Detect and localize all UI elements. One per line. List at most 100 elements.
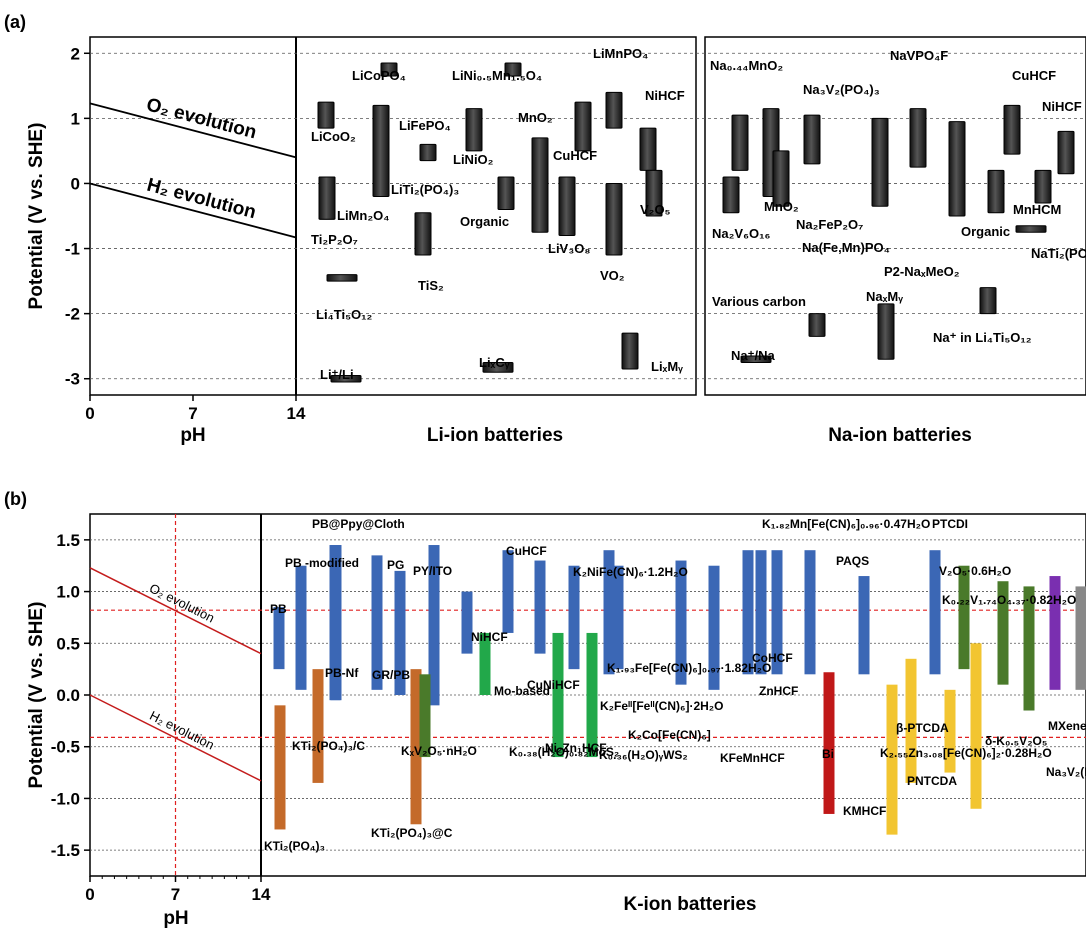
panel-a-y-axis-label: Potential (V vs. SHE) <box>26 123 47 310</box>
label-linio: LiNiO₂ <box>453 152 494 167</box>
bar-kmhcf <box>859 576 870 674</box>
label-k-zn-fe-cn-0-28h-o: K₂.₅₅Zn₃.₀₈[Fe(CN)₆]₂·0.28H₂O <box>880 746 1052 760</box>
y-tick-label-0-5: -0.5 <box>51 738 80 757</box>
bar-li-ti-o <box>327 275 357 282</box>
label-li-li: Li⁺/Li <box>320 367 354 382</box>
label-kmhcf: KMHCF <box>843 804 886 818</box>
bar-bi <box>824 672 835 814</box>
label-licoo: LiCoO₂ <box>311 129 356 144</box>
bar-ti-p-o <box>319 177 335 219</box>
panel-b-section-k-title: K-ion batteries <box>623 894 756 915</box>
bar-nihcf <box>640 128 656 170</box>
bar-na-v-po <box>804 115 820 164</box>
bar-organic <box>988 170 1004 212</box>
label-pntcda: PNTCDA <box>907 774 957 788</box>
y-tick-label-3: -3 <box>65 370 80 389</box>
bar-na-fep-o <box>773 151 789 206</box>
bar-cuhcf <box>575 102 591 151</box>
x-tick-label-7: 7 <box>171 885 180 904</box>
evolution-label-h2: H₂ evolution <box>147 708 216 753</box>
panel-b-label: (b) <box>4 489 27 509</box>
evolution-label-o2: O₂ evolution <box>144 94 259 143</box>
label-pb-ppy-cloth: PB@Ppy@Cloth <box>312 517 405 531</box>
panel-b-bars <box>274 545 1086 835</box>
label-li-m: LiₓMᵧ <box>651 359 683 374</box>
label-kti-po: KTi₂(PO₄)₃ <box>264 839 325 853</box>
y-tick-label-1-5: 1.5 <box>56 531 80 550</box>
label-na-v-po: Na₃V₂(PO₄)₃ <box>803 82 880 97</box>
bar-ni-zn-hcf <box>569 566 580 669</box>
label-na-v-o: Na₂V₆O₁₆ <box>712 226 770 241</box>
label-tis: TiS₂ <box>418 278 444 293</box>
label-organic: Organic <box>961 224 1010 239</box>
y-tick-label-1-5: -1.5 <box>51 841 80 860</box>
label-gr-pb: GR/PB <box>372 668 410 682</box>
bar-mnhcm <box>1035 170 1051 203</box>
label-na-fe-mn-po: Na(Fe,Mn)PO₄ <box>802 240 890 255</box>
bar-na-v-o <box>723 177 739 213</box>
label-k-nife-cn-1-2h-o: K₂NiFe(CN)₆·1.2H₂O <box>573 565 688 579</box>
bar-p2-na-meo <box>949 122 965 216</box>
bar-organic <box>498 177 514 210</box>
y-tick-label-1: -1 <box>65 240 80 259</box>
evolution-label-h2: H₂ evolution <box>145 175 259 224</box>
label-k-co-fe-cn: K₂Co[Fe(CN)₆] <box>628 728 711 742</box>
bar-k-nife-cn-1-2h-o <box>613 566 624 669</box>
label-na-na: Na⁺/Na <box>731 348 775 363</box>
label-liv-o: LiV₃O₈ <box>548 241 590 256</box>
label-pg: PG <box>387 558 404 572</box>
bar-na-fe-mn-po <box>872 118 888 206</box>
panel-a-plot-frame <box>90 37 696 395</box>
label-k-fe-fe-cn-2h-o: K₂Feᴵᴵ[Feᴵᴵ(CN)₆]·2H₂O <box>600 699 723 713</box>
label-paqs: PAQS <box>836 554 869 568</box>
y-tick-label-1-0: -1.0 <box>51 789 80 808</box>
panel-a-label: (a) <box>4 12 26 32</box>
label-ptcda: β-PTCDA <box>896 721 949 735</box>
bar-kti-po-c <box>313 669 324 783</box>
bar-licoo <box>318 102 334 128</box>
bar-mno <box>532 138 548 232</box>
y-tick-label-1: 1 <box>71 109 80 128</box>
panel-a-x-axis-label: pH <box>180 425 205 446</box>
label-pb-nf: PB-Nf <box>325 666 359 680</box>
x-tick-label-0: 0 <box>85 404 94 423</box>
bar-kti-po <box>275 705 286 829</box>
label-limnpo: LiMnPO₄ <box>593 46 648 61</box>
bar-linio <box>466 109 482 151</box>
bar-vo <box>606 183 622 255</box>
bar-mxene <box>1076 586 1086 689</box>
bar-v-o-0-6h-o <box>959 566 970 669</box>
label-cohcf: CoHCF <box>752 651 793 665</box>
label-nihcf: NiHCF <box>471 630 508 644</box>
label-mxene: MXene <box>1048 719 1086 733</box>
y-tick-label-0: 0 <box>71 174 80 193</box>
label-na-fep-o: Na₂FeP₂O₇ <box>796 217 863 232</box>
label-navpo-f: NaVPO₄F <box>890 48 948 63</box>
bar-limnpo <box>606 92 622 128</box>
y-tick-label-0-5: 0.5 <box>56 634 80 653</box>
label-lifepo: LiFePO₄ <box>399 118 451 133</box>
y-tick-label-0-0: 0.0 <box>56 686 80 705</box>
evolution-label-o2: O₂ evolution <box>147 580 217 625</box>
label-kti-po-c: KTi₂(PO₄)₃@C <box>371 826 453 840</box>
x-tick-label-14: 14 <box>287 404 306 423</box>
bar-li-m <box>622 333 638 369</box>
label-cuhcf: CuHCF <box>553 148 597 163</box>
label-limn-o: LiMn₂O₄ <box>337 208 389 223</box>
label-mno: MnO₂ <box>764 199 799 214</box>
panel-b-y-ticks: -1.5-1.0-0.50.00.51.01.5 <box>51 531 90 860</box>
panel-b-y-axis-label: Potential (V vs. SHE) <box>26 602 47 789</box>
bar-nihcf <box>1058 131 1074 173</box>
label-nihcf: NiHCF <box>1042 99 1082 114</box>
label-v-o-0-6h-o: V₂O₅·0.6H₂O <box>939 564 1011 578</box>
bar-na-in-li-ti-o <box>980 288 996 314</box>
bar-nati-po <box>1016 226 1046 233</box>
label-liti-po: LiTi₂(PO₄)₃ <box>391 182 459 197</box>
x-tick-label-14: 14 <box>252 885 271 904</box>
label-na-in-li-ti-o: Na⁺ in Li₄Ti₅O₁₂ <box>933 330 1032 345</box>
label-li-ti-o: Li₄Ti₅O₁₂ <box>316 307 373 322</box>
